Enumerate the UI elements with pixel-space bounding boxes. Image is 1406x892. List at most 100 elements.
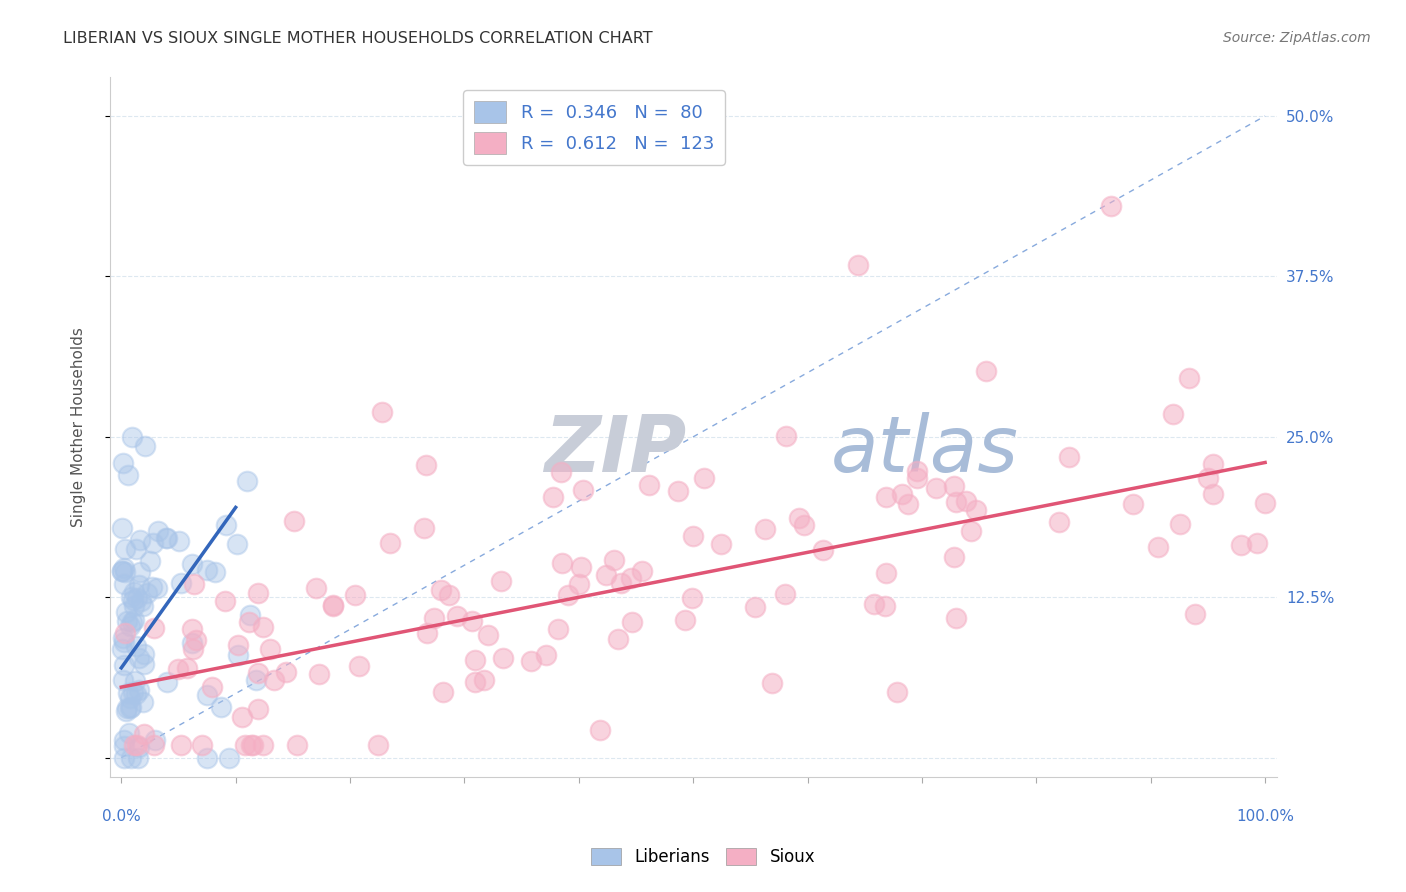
Point	[744, 599, 766, 614]
Point	[322, 599, 344, 613]
Point	[245, 673, 267, 688]
Point	[122, 613, 145, 627]
Point	[773, 586, 796, 600]
Point	[308, 666, 330, 681]
Point	[184, 633, 207, 648]
Text: ZIP: ZIP	[544, 412, 686, 488]
Point	[1047, 515, 1070, 529]
Point	[239, 738, 262, 752]
Point	[378, 536, 401, 550]
Point	[347, 659, 370, 673]
Point	[138, 554, 160, 568]
Point	[181, 641, 204, 656]
Text: LIBERIAN VS SIOUX SINGLE MOTHER HOUSEHOLDS CORRELATION CHART: LIBERIAN VS SIOUX SINGLE MOTHER HOUSEHOL…	[63, 31, 652, 46]
Point	[959, 524, 981, 538]
Point	[1168, 517, 1191, 532]
Point	[547, 623, 569, 637]
Point	[621, 615, 644, 629]
Point	[787, 511, 810, 525]
Point	[114, 542, 136, 557]
Point	[775, 429, 797, 443]
Point	[681, 591, 703, 606]
Point	[955, 494, 977, 508]
Point	[1246, 536, 1268, 550]
Point	[1202, 487, 1225, 501]
Point	[122, 584, 145, 599]
Point	[423, 611, 446, 625]
Point	[945, 495, 967, 509]
Point	[128, 740, 150, 755]
Point	[236, 474, 259, 488]
Point	[367, 738, 389, 752]
Point	[209, 699, 232, 714]
Point	[304, 581, 326, 595]
Point	[191, 738, 214, 752]
Point	[609, 576, 631, 591]
Point	[181, 622, 204, 636]
Point	[180, 635, 202, 649]
Point	[114, 565, 136, 579]
Point	[569, 559, 592, 574]
Text: 100.0%: 100.0%	[1236, 809, 1294, 824]
Point	[111, 564, 134, 578]
Point	[793, 517, 815, 532]
Point	[111, 641, 134, 656]
Point	[897, 497, 920, 511]
Point	[170, 576, 193, 591]
Point	[125, 687, 148, 701]
Point	[595, 568, 617, 582]
Point	[125, 591, 148, 605]
Point	[233, 738, 256, 752]
Point	[201, 680, 224, 694]
Point	[491, 651, 513, 665]
Point	[127, 750, 149, 764]
Point	[1197, 471, 1219, 485]
Point	[121, 615, 143, 629]
Point	[122, 599, 145, 613]
Point	[603, 552, 626, 566]
Point	[195, 563, 218, 577]
Point	[143, 732, 166, 747]
Point	[1184, 607, 1206, 621]
Point	[557, 588, 579, 602]
Point	[432, 685, 454, 699]
Point	[215, 517, 238, 532]
Point	[891, 487, 914, 501]
Point	[550, 466, 572, 480]
Point	[682, 529, 704, 543]
Point	[214, 593, 236, 607]
Point	[263, 673, 285, 687]
Point	[285, 738, 308, 752]
Point	[115, 605, 138, 619]
Point	[619, 571, 641, 585]
Point	[1202, 457, 1225, 471]
Point	[111, 564, 134, 578]
Point	[111, 631, 134, 645]
Point	[226, 537, 249, 551]
Point	[129, 533, 152, 548]
Point	[943, 550, 966, 565]
Point	[429, 582, 451, 597]
Point	[114, 625, 136, 640]
Point	[875, 490, 897, 504]
Point	[218, 750, 240, 764]
Point	[167, 533, 190, 548]
Point	[666, 483, 689, 498]
Point	[416, 626, 439, 640]
Text: Source: ZipAtlas.com: Source: ZipAtlas.com	[1223, 31, 1371, 45]
Point	[129, 565, 152, 579]
Point	[572, 483, 595, 497]
Point	[180, 558, 202, 572]
Point	[115, 615, 138, 629]
Point	[437, 588, 460, 602]
Point	[121, 593, 143, 607]
Point	[115, 704, 138, 718]
Y-axis label: Single Mother Households: Single Mother Households	[72, 327, 86, 527]
Point	[875, 566, 897, 581]
Point	[120, 590, 142, 604]
Point	[118, 619, 141, 633]
Point	[693, 471, 716, 485]
Point	[761, 676, 783, 690]
Point	[974, 364, 997, 378]
Point	[195, 750, 218, 764]
